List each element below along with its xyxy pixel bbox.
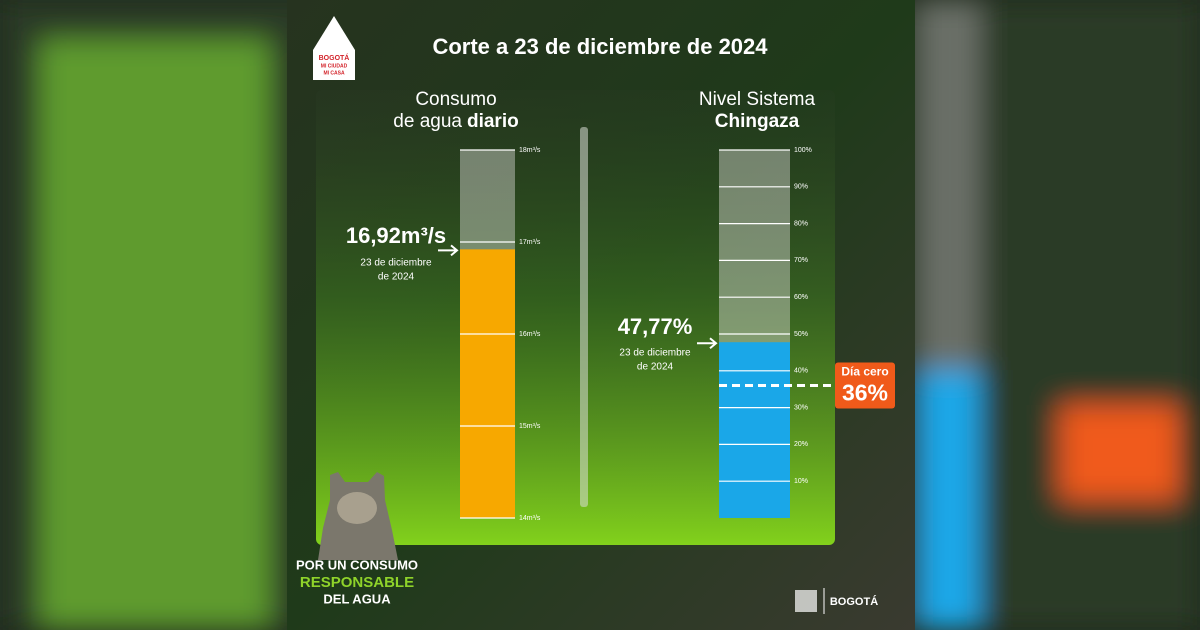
- footer-text: RESPONSABLE: [300, 574, 414, 591]
- y-tick-label: 18m³/s: [519, 147, 541, 154]
- y-tick-label: 90%: [794, 184, 808, 191]
- chart-title: Nivel Sistema: [699, 89, 816, 110]
- value-arrow: [438, 244, 459, 257]
- y-tick-label: 16m³/s: [519, 331, 541, 338]
- footer-text: DEL AGUA: [323, 591, 391, 606]
- annotation: 23 de diciembre: [619, 348, 691, 359]
- y-tick-label: 50%: [794, 331, 808, 338]
- y-tick-label: 14m³/s: [519, 515, 541, 522]
- y-tick-label: 20%: [794, 441, 808, 448]
- value-label: 16,92m³/s: [346, 223, 446, 248]
- annotation: de 2024: [637, 362, 674, 373]
- district-seal: [795, 590, 817, 612]
- annotation: 23 de diciembre: [360, 258, 432, 269]
- chart-title: de agua diario: [393, 111, 518, 132]
- y-tick-label: 40%: [794, 368, 808, 375]
- annotation: de 2024: [378, 272, 415, 283]
- logo-text: MI CIUDAD: [321, 63, 348, 69]
- threshold-title: Día cero: [841, 365, 888, 379]
- brand: BOGOTÁ: [830, 595, 878, 608]
- y-tick-label: 30%: [794, 404, 808, 411]
- page-title: Corte a 23 de diciembre de 2024: [432, 34, 768, 59]
- chart-card: [316, 90, 835, 545]
- y-tick-label: 100%: [794, 147, 812, 154]
- threshold-badge: [835, 362, 895, 409]
- threshold-label: 36%: [842, 380, 888, 406]
- y-tick-label: 60%: [794, 294, 808, 301]
- y-tick-label: 80%: [794, 220, 808, 227]
- footer-text: POR UN CONSUMO: [296, 557, 418, 572]
- chart-title: Consumo: [415, 89, 496, 110]
- bar: [719, 342, 790, 518]
- divider: [580, 127, 588, 507]
- chart-title: Chingaza: [715, 111, 800, 132]
- y-tick-label: 70%: [794, 257, 808, 264]
- y-tick-label: 10%: [794, 478, 808, 485]
- value-arrow: [697, 337, 718, 349]
- y-tick-label: 17m³/s: [519, 239, 541, 246]
- animal-illustration: [318, 472, 398, 560]
- y-tick-label: 15m³/s: [519, 423, 541, 430]
- bar: [460, 249, 515, 519]
- logo-text: MI CASA: [323, 70, 345, 76]
- value-label: 47,77%: [618, 314, 693, 339]
- logo-text: BOGOTÁ: [319, 53, 350, 62]
- chart-title-part: de agua: [393, 111, 462, 132]
- chart-title-emphasis: diario: [467, 111, 519, 132]
- logo: BOGOTÁ MI CIUDAD MI CASA: [313, 16, 355, 80]
